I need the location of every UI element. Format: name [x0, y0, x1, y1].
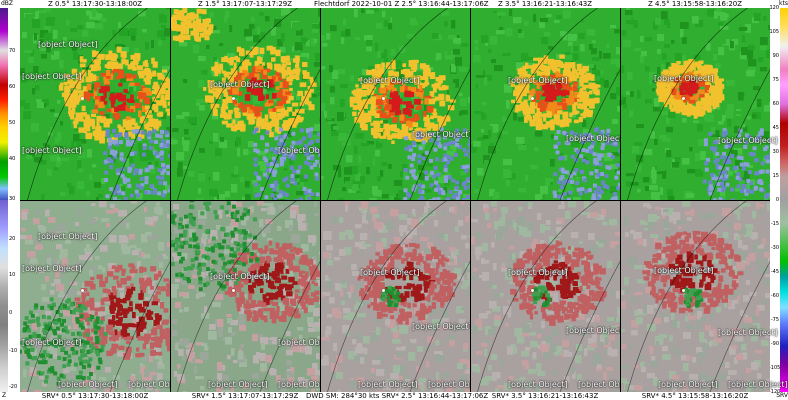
- height-annotation: [object Object]: [718, 328, 778, 337]
- range-label: [object Object]: [208, 380, 268, 389]
- range-label: [object Object]: [578, 380, 638, 389]
- header-bar: [0, 0, 788, 8]
- reflectivity-colorbar: [0, 8, 8, 200]
- footer-bar: [0, 392, 788, 400]
- height-annotation: [object Object]: [566, 326, 626, 335]
- height-annotation: [object Object]: [38, 40, 98, 49]
- velocity-panel: [170, 200, 320, 392]
- height-annotation: [object Object]: [654, 266, 714, 275]
- panel-title-z-4-5: Z 4.5° 13:15:58-13:16:20Z: [647, 0, 743, 8]
- range-label: [object Object]: [428, 380, 488, 389]
- velocity-colorbar-tick: -15: [770, 221, 779, 227]
- velocity-colorbar-tick: -30: [770, 245, 779, 251]
- reflectivity-panel: [170, 8, 320, 200]
- colorbar-tick: 70: [9, 48, 16, 54]
- reflectivity-panel: [320, 8, 470, 200]
- height-annotation: [object Object]: [654, 74, 714, 83]
- panel-title-srv-2-5: DWD SM: 284°30 kts SRV* 2.5° 13:16:44-13…: [306, 392, 489, 400]
- velocity-colorbar-tick: -45: [770, 269, 779, 275]
- storm-marker: [531, 97, 534, 100]
- storm-marker: [682, 289, 685, 292]
- height-annotation: [object Object]: [22, 72, 82, 81]
- height-annotation: [object Object]: [278, 338, 338, 347]
- footer-unit-right: SRV: [776, 392, 788, 399]
- velocity-colorbar-tick: -90: [770, 341, 779, 347]
- height-annotation: [object Object]: [718, 136, 778, 145]
- reflectivity-panel: [470, 8, 620, 200]
- reflectivity-panel: [620, 8, 770, 200]
- height-annotation: [object Object]: [566, 134, 626, 143]
- range-label: [object Object]: [728, 380, 788, 389]
- height-annotation: [object Object]: [508, 76, 568, 85]
- reflectivity-colorbar-lower: [0, 200, 8, 392]
- panel-title-srv-0-5: SRV* 0.5° 13:17:30-13:18:00Z: [41, 392, 149, 400]
- storm-marker: [682, 97, 685, 100]
- footer-unit-left: Z: [2, 392, 7, 399]
- range-label: [object Object]: [58, 380, 118, 389]
- velocity-colorbar-tick: 30: [772, 149, 779, 155]
- storm-marker: [232, 97, 235, 100]
- header-unit-left: dBZ: [1, 0, 14, 7]
- range-label: [object Object]: [508, 380, 568, 389]
- range-label: [object Object]: [358, 380, 418, 389]
- range-label: [object Object]: [128, 380, 188, 389]
- height-annotation: [object Object]: [360, 76, 420, 85]
- panel-title-z-2-5: Flechtdorf 2022-10-01 Z 2.5° 13:16:44-13…: [314, 0, 489, 8]
- velocity-panel: [320, 200, 470, 392]
- colorbar-tick: -20: [9, 384, 18, 390]
- height-annotation: [object Object]: [38, 232, 98, 241]
- velocity-colorbar-tick: 0: [775, 197, 779, 203]
- colorbar-tick: 50: [9, 120, 16, 126]
- colorbar-tick: 0: [9, 310, 13, 316]
- range-label: [object Object]: [658, 380, 718, 389]
- panel-title-srv-3-5: SRV* 3.5° 13:16:21-13:16:43Z: [491, 392, 599, 400]
- velocity-colorbar-tick: 105: [769, 29, 779, 35]
- colorbar-tick: 40: [9, 156, 16, 162]
- colorbar-tick: 20: [9, 236, 16, 242]
- velocity-colorbar-tick: 90: [772, 53, 779, 59]
- height-annotation: [object Object]: [210, 80, 270, 89]
- storm-marker: [382, 97, 385, 100]
- panel-title-srv-1-5: SRV* 1.5° 13:17:07-13:17:29Z: [191, 392, 299, 400]
- height-annotation: [object Object]: [412, 130, 472, 139]
- colorbar-tick: -10: [9, 348, 18, 354]
- storm-marker: [531, 289, 534, 292]
- height-annotation: [object Object]: [22, 338, 82, 347]
- velocity-colorbar-tick: 75: [772, 77, 779, 83]
- colorbar-tick: 10: [9, 272, 16, 278]
- panel-title-z-1-5: Z 1.5° 13:17:07-13:17:29Z: [197, 0, 293, 8]
- panel-title-srv-4-5: SRV* 4.5° 13:15:58-13:16:20Z: [641, 392, 749, 400]
- velocity-colorbar-tick: -75: [770, 317, 779, 323]
- panel-title-z-0-5: Z 0.5° 13:17:30-13:18:00Z: [47, 0, 143, 8]
- storm-marker: [81, 97, 84, 100]
- header-unit-right: kts: [779, 0, 788, 7]
- velocity-colorbar-tick: -105: [769, 365, 781, 371]
- row-divider: [20, 199, 770, 201]
- height-annotation: [object Object]: [22, 264, 82, 273]
- storm-marker: [382, 289, 385, 292]
- velocity-panel: [620, 200, 770, 392]
- velocity-colorbar-tick: 15: [772, 173, 779, 179]
- velocity-colorbar-tick: -120: [769, 389, 781, 395]
- colorbar-tick: 30: [9, 196, 16, 202]
- height-annotation: [object Object]: [360, 268, 420, 277]
- height-annotation: [object Object]: [508, 268, 568, 277]
- storm-marker: [232, 289, 235, 292]
- velocity-colorbar-tick: 45: [772, 125, 779, 131]
- height-annotation: [object Object]: [412, 322, 472, 331]
- height-annotation: [object Object]: [210, 272, 270, 281]
- velocity-colorbar-tick: 120: [769, 5, 779, 11]
- range-label: [object Object]: [278, 380, 338, 389]
- panel-title-z-3-5: Z 3.5° 13:16:21-13:16:43Z: [497, 0, 593, 8]
- velocity-panel: [20, 200, 170, 392]
- height-annotation: [object Object]: [278, 146, 338, 155]
- velocity-colorbar-tick: 60: [772, 101, 779, 107]
- velocity-colorbar: [780, 8, 788, 392]
- velocity-panel: [470, 200, 620, 392]
- velocity-colorbar-tick: -60: [770, 293, 779, 299]
- reflectivity-panel: [20, 8, 170, 200]
- height-annotation: [object Object]: [22, 146, 82, 155]
- storm-marker: [81, 289, 84, 292]
- colorbar-tick: 60: [9, 84, 16, 90]
